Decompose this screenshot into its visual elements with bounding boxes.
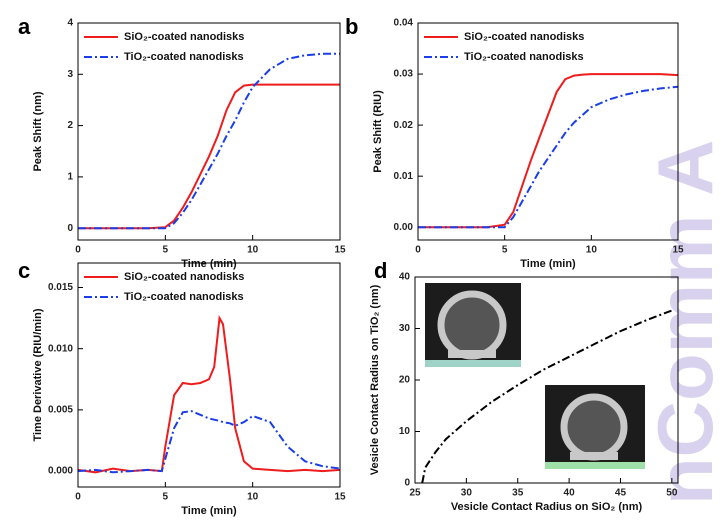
data-line (77, 410, 341, 474)
data-line (418, 85, 679, 229)
panel-label: a (18, 14, 31, 39)
inset-image (545, 385, 645, 469)
legend-label: TiO₂-coated nanodisks (464, 51, 584, 63)
plot-frame (77, 262, 341, 488)
x-tick-label: 30 (461, 488, 473, 499)
y-tick-label: 0.015 (48, 282, 73, 293)
x-axis-label: Time (min) (181, 505, 237, 517)
y-tick-label: 0.000 (48, 466, 73, 477)
legend-label: TiO₂-coated nanodisks (124, 291, 244, 303)
data-line (77, 314, 341, 474)
y-tick-label: 0.00 (394, 222, 414, 233)
chart-panel: 25 30 35 40 45 50 0 10 20 30 40 Vesicle Contact Rad… (369, 258, 679, 513)
y-axis-label: Peak Shift (nm) (32, 91, 44, 171)
chart-panel: 0 5 10 15 0.00 0.01 0.02 0.03 0.04 SiO₂-coated na… (345, 14, 684, 270)
x-tick-label: 40 (564, 488, 576, 499)
x-axis-label: Vesicle Contact Radius on SiO₂ (nm) (451, 501, 643, 513)
y-tick-label: 40 (399, 272, 411, 283)
watermark: nComm A (641, 140, 721, 505)
y-axis-label: Time Derivative (RIU/min) (32, 308, 44, 441)
y-tick-label: 2 (67, 120, 73, 131)
x-tick-label: 5 (502, 245, 508, 256)
legend-label: SiO₂-coated nanodisks (124, 271, 244, 283)
y-tick-label: 0.01 (394, 171, 414, 182)
inset-image (425, 283, 521, 367)
data-line (418, 73, 679, 229)
legend-label: SiO₂-coated nanodisks (124, 31, 244, 43)
x-tick-label: 0 (75, 245, 81, 256)
x-tick-label: 10 (586, 245, 598, 256)
x-axis-label: Time (min) (520, 258, 576, 270)
panel-label: d (374, 258, 387, 283)
plot-frame (417, 22, 679, 241)
x-tick-label: 0 (75, 492, 81, 503)
y-axis-label: Vesicle Contact Radius on TiO₂ (nm) (369, 284, 381, 475)
y-tick-label: 0.010 (48, 343, 73, 354)
x-tick-label: 10 (247, 492, 259, 503)
panel-label: c (18, 258, 30, 283)
x-tick-label: 50 (666, 488, 678, 499)
x-axis-label: Time (min) (181, 258, 237, 270)
x-tick-label: 0 (415, 245, 421, 256)
x-tick-label: 35 (512, 488, 524, 499)
y-tick-label: 10 (399, 426, 411, 437)
y-tick-label: 0.005 (48, 405, 73, 416)
panel-label: b (345, 14, 358, 39)
data-line (78, 83, 340, 230)
y-axis-label: Peak Shift (RIU) (372, 90, 384, 173)
legend-label: SiO₂-coated nanodisks (464, 31, 584, 43)
x-tick-label: 5 (163, 492, 169, 503)
x-tick-label: 45 (615, 488, 627, 499)
y-tick-label: 30 (399, 323, 411, 334)
y-tick-label: 3 (67, 69, 73, 80)
chart-panel: 0 5 10 15 0.000 0.005 0.010 0.015 SiO₂-coated na… (18, 258, 346, 517)
y-tick-label: 20 (399, 375, 411, 386)
y-tick-label: 0 (67, 223, 73, 234)
data-line (421, 309, 673, 484)
y-tick-label: 0.03 (394, 69, 414, 80)
plot-frame (77, 22, 341, 241)
chart-panel: 0 5 10 15 0 1 2 3 4 SiO₂-coated nanodisks TiO₂-coa… (18, 14, 346, 270)
legend-label: TiO₂-coated nanodisks (124, 51, 244, 63)
x-tick-label: 15 (334, 245, 346, 256)
y-tick-label: 0.04 (394, 18, 414, 29)
y-tick-label: 0.02 (394, 120, 414, 131)
y-tick-label: 0 (404, 478, 410, 489)
plot-frame (414, 276, 679, 484)
x-tick-label: 10 (247, 245, 259, 256)
x-tick-label: 5 (163, 245, 169, 256)
y-tick-label: 1 (67, 172, 73, 183)
x-tick-label: 25 (409, 488, 421, 499)
data-line (78, 52, 340, 230)
x-tick-label: 15 (672, 245, 684, 256)
x-tick-label: 15 (334, 492, 346, 503)
y-tick-label: 4 (67, 18, 73, 29)
